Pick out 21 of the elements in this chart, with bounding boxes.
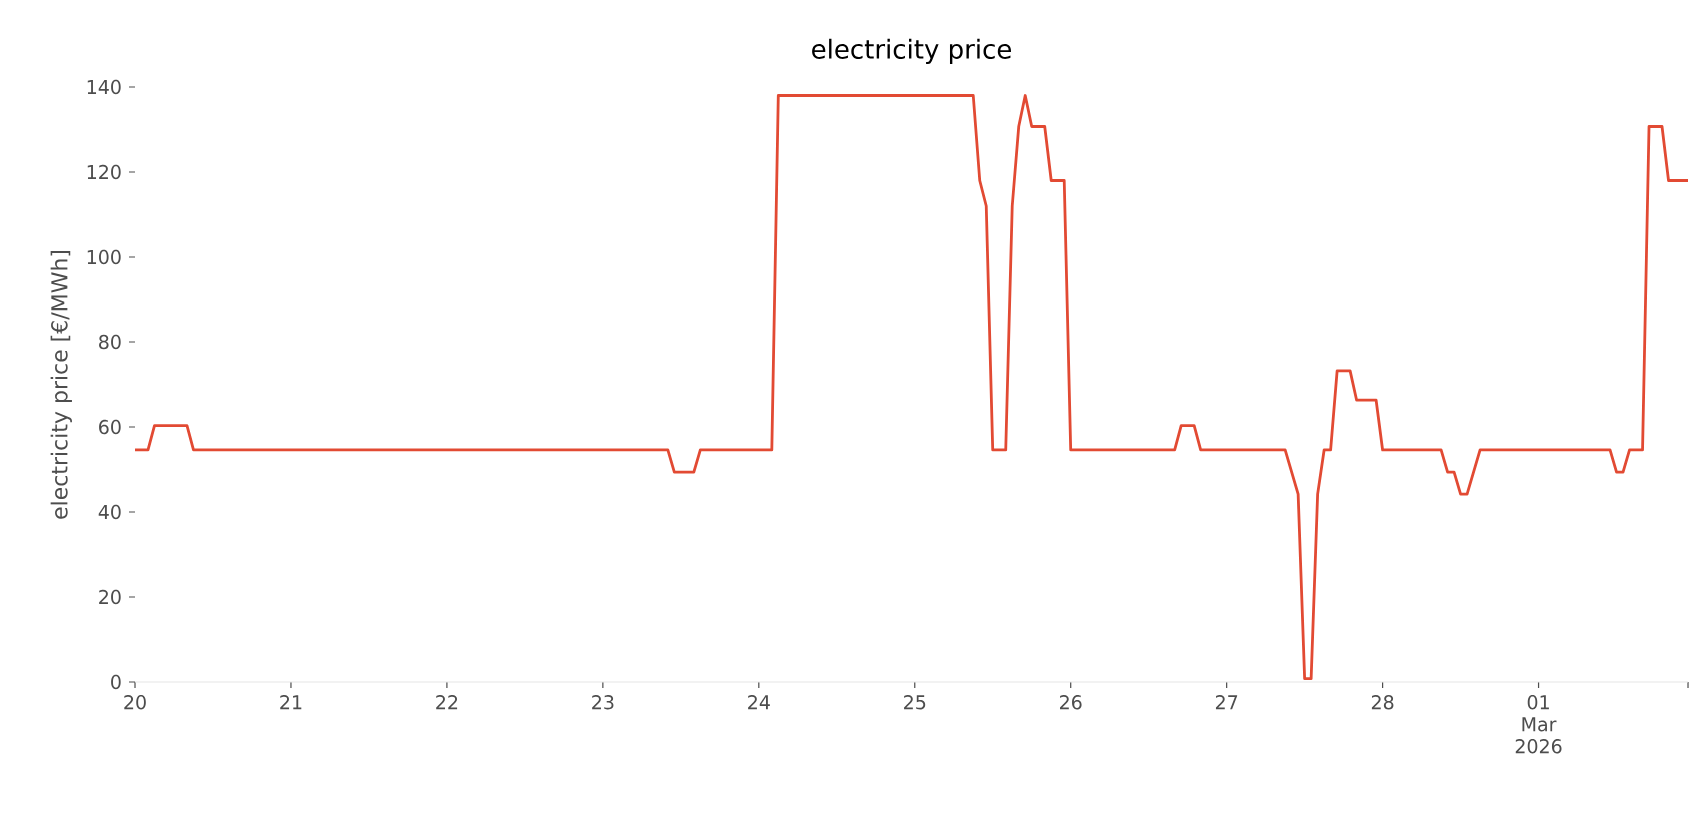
x-tick-label: 27 (1215, 695, 1238, 710)
x-tick-label: 20 (124, 695, 146, 710)
y-tick-label: 60 (99, 419, 121, 435)
x-tick-label: 21 (280, 695, 302, 710)
x-tick-label: 22 (436, 695, 458, 710)
y-tick-label: 120 (87, 164, 121, 180)
x-tick-label: 01 Mar 2026 (1515, 695, 1562, 754)
x-tick-label: 26 (1060, 695, 1082, 710)
x-tick-label: 24 (748, 695, 770, 710)
x-tick-label: 23 (592, 695, 614, 710)
y-tick-label: 80 (99, 334, 121, 350)
y-tick-label: 0 (111, 674, 121, 690)
x-tick-label: 28 (1371, 695, 1394, 710)
y-tick-label: 100 (87, 249, 121, 265)
line-series (135, 94, 1689, 680)
x-tick-label: 25 (904, 695, 926, 710)
chart-title: electricity price (812, 38, 1011, 64)
y-tick-label: 40 (98, 504, 121, 520)
y-tick-label: 20 (99, 589, 121, 605)
y-axis-title: electricity price [€/MWh] (50, 250, 72, 519)
y-tick-label: 140 (87, 79, 121, 95)
